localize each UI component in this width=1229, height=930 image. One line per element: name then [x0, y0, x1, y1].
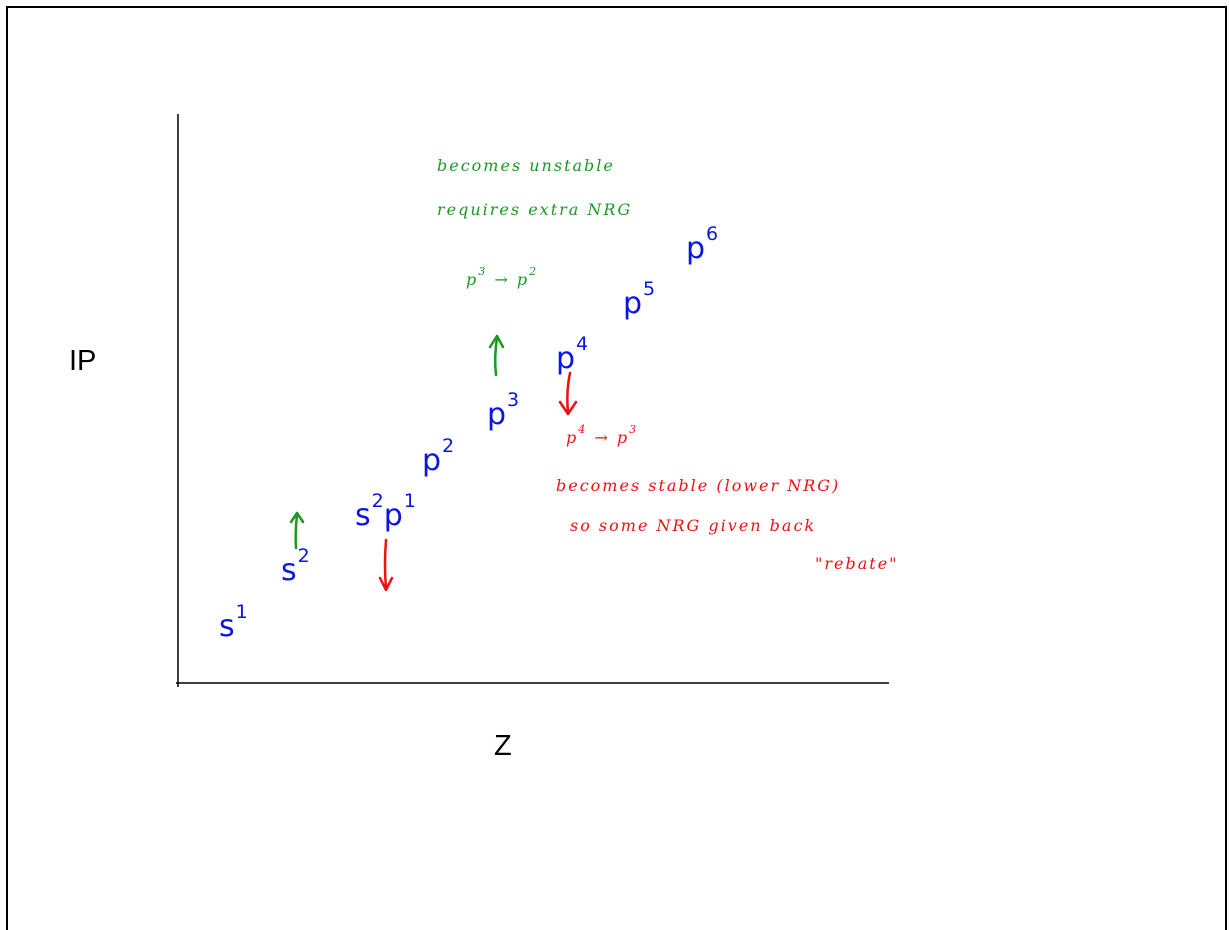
- config-label: p6: [686, 223, 719, 266]
- annotation-stable: becomes stable (lower NRG): [556, 476, 841, 495]
- config-label: p2: [422, 435, 455, 478]
- annotation-energy-given-back: so some NRG given back: [570, 516, 817, 535]
- down-arrow-icon: [378, 538, 394, 592]
- x-axis-label: Z: [494, 730, 512, 762]
- config-label: p5: [623, 278, 656, 321]
- config-label: s1: [219, 601, 248, 644]
- annotation-extra-energy: requires extra NRG: [437, 200, 633, 219]
- down-arrow-icon: [558, 371, 578, 416]
- config-label: s2: [281, 545, 310, 588]
- up-arrow-icon: [289, 511, 305, 550]
- config-label: p3: [487, 389, 520, 432]
- annotation-transition-p3-p2: p3 → p2: [466, 265, 539, 289]
- config-label: p4: [556, 333, 589, 376]
- annotation-unstable: becomes unstable: [437, 156, 615, 175]
- y-axis-label: IP: [69, 345, 97, 377]
- config-label: s2p1: [355, 490, 416, 533]
- up-arrow-icon: [488, 334, 505, 377]
- annotation-rebate: "rebate": [815, 554, 899, 573]
- slide-frame: [6, 6, 1227, 930]
- annotation-transition-p4-p3: p4 → p3: [566, 423, 639, 447]
